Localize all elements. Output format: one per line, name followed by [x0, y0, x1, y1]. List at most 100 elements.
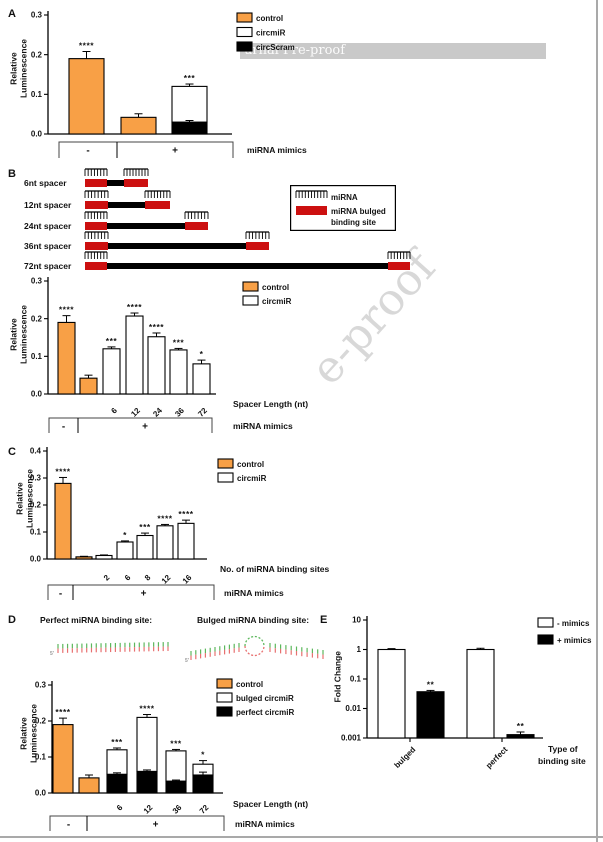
group-label-minus: - [67, 820, 70, 831]
significance-stars: **** [79, 40, 94, 50]
legend-swatch [217, 472, 234, 483]
y-tick-label: 0.3 [30, 474, 42, 483]
bar-segment [106, 749, 128, 775]
y-tick-label: 0.01 [345, 704, 361, 713]
x-tick-label: 6 [115, 803, 125, 813]
bar-segment [192, 774, 214, 794]
spacer-segment [108, 243, 246, 249]
bar-segment [102, 348, 121, 395]
group-axis-label: miRNA mimics [235, 819, 295, 829]
group-label-plus: + [141, 589, 147, 600]
group-label-plus: + [142, 422, 148, 433]
significance-stars: * [200, 349, 204, 359]
y-tick-label: 0.1 [35, 753, 47, 762]
x-tick-label: 24 [151, 406, 164, 419]
x-tick-label: 6 [123, 573, 133, 583]
spacer-row-label: 24nt spacer [24, 221, 72, 231]
bulged-binding-site [85, 262, 107, 270]
group-label-plus: + [153, 820, 159, 831]
panel-b-y-axis-title-line2: Luminescence [18, 304, 28, 365]
bulged-binding-site [124, 179, 148, 187]
significance-stars: **** [127, 302, 142, 312]
legend-swatch [242, 281, 259, 292]
y-tick-label: 0.1 [30, 528, 42, 537]
bar [466, 648, 495, 739]
panel-a-chart: 0.00.10.20.3*******- + miRNA mimicscontrol… [31, 11, 307, 158]
x-axis-label: Spacer Length (nt) [233, 799, 308, 809]
bar-segment [54, 482, 72, 560]
significance-stars: **** [157, 513, 172, 523]
panel-c-label: C [8, 446, 16, 458]
panel-d-header-perfect: Perfect miRNA binding site: [40, 615, 153, 625]
y-tick-label: 0.0 [35, 789, 47, 798]
panel-e-y-axis-title: Fold Change [332, 622, 343, 732]
bar-segment [68, 58, 105, 135]
legend-bulged-swatch [296, 206, 327, 215]
panel-d-label: D [8, 614, 16, 626]
x-group-label: bulged [393, 745, 418, 770]
spacer-row-label: 72nt spacer [24, 261, 72, 271]
legend-bulged-label-line1: miRNA bulged [331, 207, 386, 216]
bar-segment [147, 336, 166, 395]
bar-segment [171, 85, 208, 123]
panel-d-y-axis-title-line2: Luminescence [28, 703, 38, 764]
significance-stars: *** [106, 336, 118, 346]
bulged-binding-site [85, 179, 107, 187]
significance-stars: *** [139, 522, 151, 532]
journal-preproof-banner: urnal Pre-proof [240, 43, 546, 59]
group-axis-label: miRNA mimics [247, 145, 307, 155]
significance-stars: **** [59, 305, 74, 315]
bulge-loop-top [244, 635, 265, 647]
legend-label: bulged circmiR [236, 694, 294, 703]
legend-swatch [216, 678, 233, 689]
bar-segment [116, 541, 134, 560]
significance-stars: *** [170, 738, 182, 748]
x-tick-label: 12 [129, 406, 142, 419]
bulged-binding-site [85, 222, 107, 230]
significance-stars: **** [149, 322, 164, 332]
significance-stars: ** [517, 721, 525, 731]
y-tick-label: 10 [352, 616, 361, 625]
bulged-duplex-diagram: 5' [185, 635, 324, 664]
x-tick-label: 2 [102, 573, 112, 583]
panel-d-header-bulged: Bulged miRNA binding site: [197, 615, 310, 625]
legend-label: control [237, 460, 264, 469]
bar-segment [156, 525, 174, 560]
x-tick-label: 36 [171, 803, 184, 816]
panel-a-y-axis-title-line2: Luminescence [18, 38, 28, 99]
y-tick-label: 0.2 [31, 50, 43, 59]
legend-label: control [262, 283, 289, 292]
group-label-plus: + [172, 146, 178, 157]
x-tick-label: 8 [143, 573, 153, 583]
bar-segment [136, 534, 154, 560]
y-tick-label: 0.3 [31, 277, 43, 286]
panel-c-y-axis-title-line2: Luminescence [24, 468, 34, 529]
bar-segment [165, 780, 187, 794]
panel-d-y-axis-title: Relative Luminescence [19, 679, 39, 789]
y-tick-label: 0.2 [30, 501, 42, 510]
legend-label: circmiR [237, 474, 267, 483]
group-label-minus: - [59, 589, 62, 600]
x-axis-label-line1: Type of [548, 744, 578, 754]
significance-stars: *** [173, 337, 185, 347]
spacer-segment [107, 263, 388, 269]
legend-label: circScram [256, 43, 295, 52]
x-tick-label: 12 [142, 803, 155, 816]
bulged-binding-site [246, 242, 269, 250]
significance-stars: **** [55, 707, 70, 717]
y-tick-label: 0.2 [35, 717, 47, 726]
panel-d-chart: 0.00.10.20.3*******6****12***36*72 Spacer… [35, 678, 308, 831]
group-bracket [47, 584, 215, 600]
x-axis-label: No. of miRNA binding sites [220, 564, 330, 574]
bar [416, 691, 445, 739]
group-label-minus: - [86, 146, 89, 157]
y-tick-label: 0.1 [31, 352, 43, 361]
x-group-label: perfect [484, 745, 509, 770]
y-tick-label: 0.0 [31, 390, 43, 399]
legend-swatch [236, 26, 253, 38]
legend-swatch [216, 706, 233, 717]
panel-a-y-axis-title: Relative Luminescence [9, 14, 29, 124]
significance-stars: **** [55, 466, 70, 476]
y-tick-label: 0.2 [31, 314, 43, 323]
